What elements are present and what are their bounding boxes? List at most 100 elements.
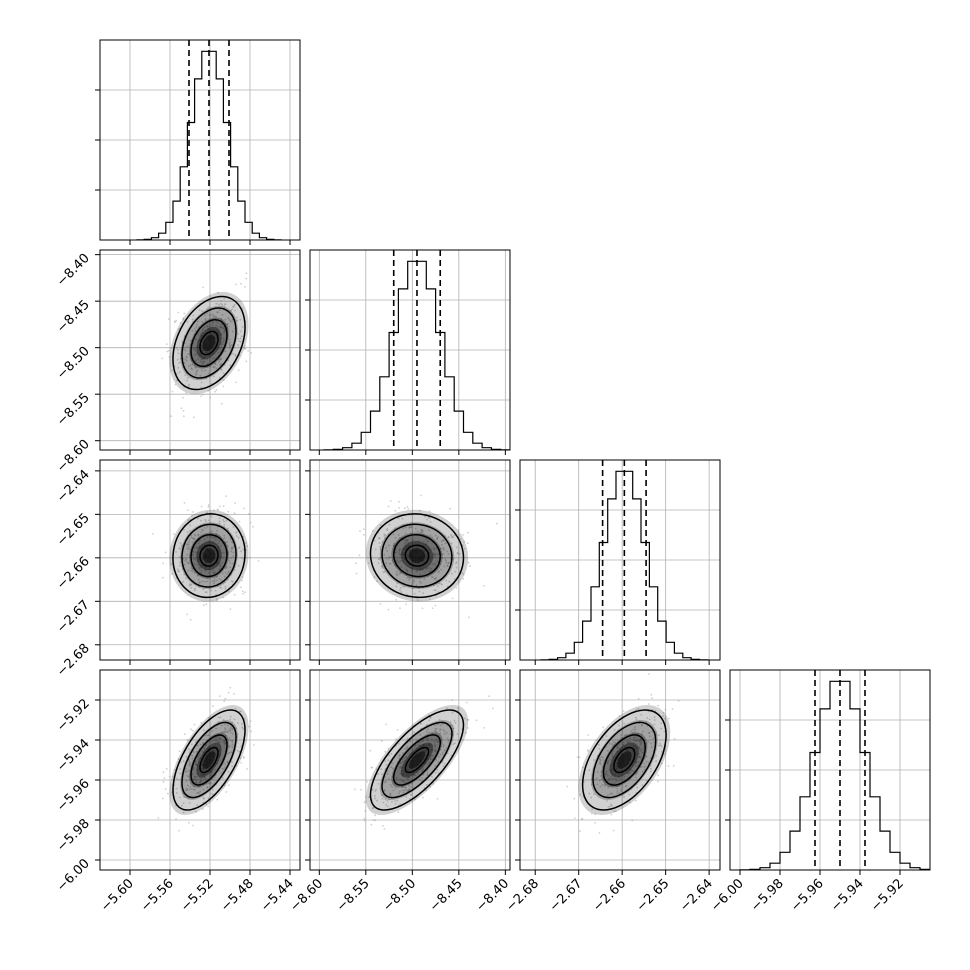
scatter-point <box>187 545 190 548</box>
scatter-point <box>182 318 185 321</box>
scatter-point <box>240 761 243 764</box>
scatter-point <box>454 578 456 581</box>
scatter-point <box>429 716 432 719</box>
scatter-point <box>413 580 415 583</box>
scatter-point <box>177 311 180 314</box>
scatter-point <box>433 750 436 752</box>
panel-3-2: −2.68 −2.67 −2.66 −2.65 −2.64 <box>503 669 721 915</box>
scatter-point <box>595 777 598 780</box>
scatter-point <box>198 326 200 328</box>
scatter-point <box>403 789 406 792</box>
scatter-point <box>257 560 260 562</box>
scatter-point <box>373 540 376 542</box>
scatter-point <box>407 777 409 779</box>
scatter-point <box>598 757 601 760</box>
scatter-point <box>603 783 606 786</box>
scatter-point <box>380 740 383 742</box>
scatter-point <box>199 545 202 548</box>
scatter-point <box>630 730 633 733</box>
scatter-point <box>207 568 209 571</box>
scatter-point <box>202 362 204 365</box>
scatter-point <box>492 707 494 710</box>
scatter-point <box>193 348 195 351</box>
scatter-point <box>639 744 642 746</box>
scatter-point <box>635 773 637 776</box>
scatter-point <box>424 515 426 518</box>
scatter-point <box>231 765 234 767</box>
scatter-point <box>581 818 584 820</box>
scatter-point <box>620 734 622 736</box>
scatter-point <box>224 587 227 590</box>
scatter-point <box>186 345 189 348</box>
scatter-point <box>422 744 424 746</box>
scatter-point <box>224 303 227 306</box>
scatter-point <box>390 766 393 769</box>
scatter-point <box>210 332 213 335</box>
scatter-point <box>427 540 429 543</box>
scatter-point <box>213 333 215 335</box>
scatter-point <box>606 795 609 797</box>
scatter-point <box>216 346 219 348</box>
scatter-point <box>613 782 616 784</box>
scatter-point <box>661 750 663 753</box>
scatter-point <box>441 544 443 546</box>
scatter-point <box>649 735 651 738</box>
scatter-point <box>412 774 415 777</box>
scatter-point <box>403 548 406 551</box>
scatter-point <box>383 781 386 784</box>
scatter-point <box>426 771 429 774</box>
scatter-point <box>202 549 205 551</box>
y-tick-label: −2.68 <box>54 641 93 680</box>
scatter-point <box>451 724 454 727</box>
scatter-point <box>380 773 383 775</box>
scatter-point <box>648 703 650 705</box>
scatter-point <box>209 773 212 776</box>
scatter-point <box>366 780 368 783</box>
scatter-point <box>622 741 625 744</box>
density-shade <box>202 334 216 352</box>
scatter-point <box>196 763 199 766</box>
scatter-point <box>632 728 635 731</box>
scatter-point <box>449 721 452 723</box>
scatter-point <box>199 781 201 784</box>
scatter-point <box>201 764 204 766</box>
scatter-point <box>208 782 211 785</box>
scatter-point <box>227 590 230 593</box>
scatter-point <box>425 556 428 558</box>
scatter-point <box>193 537 195 540</box>
scatter-point <box>455 562 457 565</box>
scatter-point <box>408 576 410 579</box>
scatter-point <box>364 796 367 798</box>
scatter-point <box>183 312 186 315</box>
scatter-point <box>435 577 438 579</box>
scatter-point <box>600 770 603 773</box>
scatter-point <box>612 756 615 759</box>
scatter-point <box>445 561 448 564</box>
scatter-point <box>462 573 465 576</box>
scatter-point <box>388 798 391 801</box>
scatter-point <box>223 306 226 308</box>
scatter-point <box>183 563 186 566</box>
scatter-point <box>364 800 367 803</box>
scatter-point <box>420 780 423 782</box>
scatter-point <box>396 574 399 577</box>
scatter-point <box>214 589 217 592</box>
scatter-point <box>212 321 215 324</box>
scatter-point <box>371 807 374 810</box>
scatter-point <box>211 324 214 326</box>
scatter-point <box>610 770 612 772</box>
scatter-point <box>599 785 602 788</box>
scatter-point <box>434 604 437 607</box>
scatter-point <box>223 723 226 726</box>
scatter-point <box>399 753 401 756</box>
scatter-point <box>429 717 432 719</box>
scatter-point <box>218 303 221 306</box>
scatter-point <box>435 731 438 733</box>
scatter-point <box>616 790 619 793</box>
scatter-point <box>399 607 401 610</box>
scatter-point <box>421 740 424 743</box>
scatter-point <box>221 777 224 779</box>
scatter-point <box>228 729 230 732</box>
contour-1 <box>602 734 646 786</box>
scatter-point <box>187 519 190 522</box>
